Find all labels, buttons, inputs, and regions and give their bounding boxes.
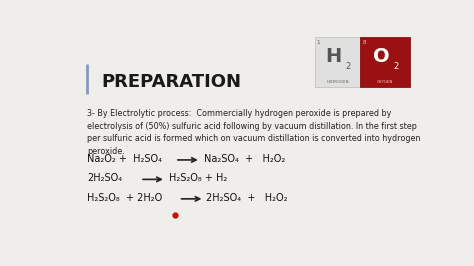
Text: 3- By Electrolytic process:  Commercially hydrogen peroxide is prepared by
elect: 3- By Electrolytic process: Commercially… xyxy=(87,109,420,156)
Text: Na₂SO₄  +   H₂O₂: Na₂SO₄ + H₂O₂ xyxy=(204,154,286,164)
Text: 2: 2 xyxy=(393,62,399,71)
Text: 2: 2 xyxy=(345,62,350,71)
Text: HYDROGEN: HYDROGEN xyxy=(326,80,349,84)
Text: Na₂O₂ +  H₂SO₄: Na₂O₂ + H₂SO₄ xyxy=(87,154,162,164)
Text: PREPARATION: PREPARATION xyxy=(101,73,241,91)
Text: H: H xyxy=(326,47,342,66)
Text: OXYGEN: OXYGEN xyxy=(377,80,393,84)
Text: O: O xyxy=(373,47,390,66)
FancyBboxPatch shape xyxy=(360,37,410,87)
Text: 2H₂SO₄: 2H₂SO₄ xyxy=(87,173,122,184)
Text: 8: 8 xyxy=(362,40,366,45)
Text: 2H₂SO₄  +   H₂O₂: 2H₂SO₄ + H₂O₂ xyxy=(206,193,288,203)
FancyBboxPatch shape xyxy=(315,37,360,87)
Text: 1: 1 xyxy=(316,40,320,45)
Text: H₂S₂O₈  + 2H₂O: H₂S₂O₈ + 2H₂O xyxy=(87,193,162,203)
Text: H₂S₂O₈ + H₂: H₂S₂O₈ + H₂ xyxy=(169,173,228,184)
